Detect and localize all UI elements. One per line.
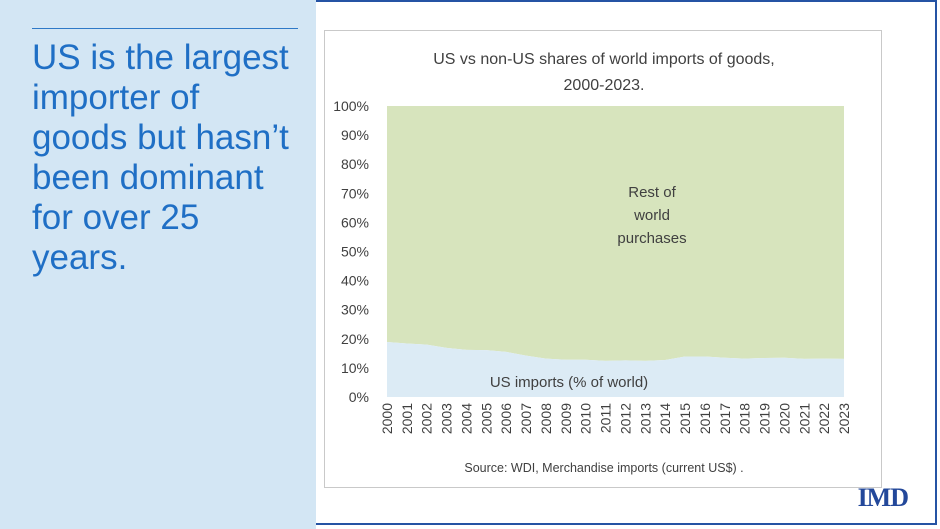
x-tick-label: 2010 (578, 403, 594, 434)
imd-logo: IMD (857, 483, 909, 512)
x-tick-label: 2019 (757, 403, 773, 434)
rest-label-line1: Rest of (628, 184, 676, 201)
chart-source: Source: WDI, Merchandise imports (curren… (464, 461, 743, 475)
x-tick-label: 2011 (598, 403, 614, 433)
x-tick-label: 2001 (399, 403, 415, 434)
y-tick-label: 60% (341, 214, 369, 230)
x-tick-label: 2004 (458, 403, 474, 434)
x-tick-label: 2020 (776, 403, 792, 434)
y-tick-label: 0% (349, 389, 369, 405)
y-tick-label: 90% (341, 127, 369, 143)
x-tick-label: 2023 (836, 403, 852, 434)
rest-of-world-area (387, 106, 844, 361)
x-tick-label: 2016 (697, 403, 713, 434)
x-tick-label: 2009 (558, 403, 574, 434)
rest-label-line2: world (633, 207, 670, 224)
x-tick-label: 2003 (439, 403, 455, 434)
us-area-label: US imports (% of world) (490, 374, 648, 391)
y-tick-label: 50% (341, 244, 369, 260)
x-tick-label: 2005 (478, 403, 494, 434)
x-tick-label: 2013 (637, 403, 653, 434)
left-panel: US is the largest importer of goods but … (0, 0, 316, 529)
x-tick-label: 2014 (657, 403, 673, 434)
area-chart: 0%10%20%30%40%50%60%70%80%90%100% 2000 20… (333, 51, 852, 475)
x-tick-label: 2007 (518, 403, 534, 434)
y-tick-label: 70% (341, 185, 369, 201)
x-tick-label: 2000 (379, 403, 395, 434)
title-rule (32, 28, 298, 29)
y-tick-label: 20% (341, 331, 369, 347)
y-tick-label: 10% (341, 360, 369, 376)
x-tick-label: 2021 (796, 403, 812, 434)
y-tick-label: 30% (341, 302, 369, 318)
x-tick-label: 2022 (816, 403, 832, 434)
y-tick-label: 80% (341, 156, 369, 172)
chart-title-line1: US vs non-US shares of world imports of … (433, 51, 774, 68)
headline: US is the largest importer of goods but … (32, 38, 289, 277)
chart-title-line2: 2000-2023. (564, 77, 645, 94)
x-tick-label: 2017 (717, 403, 733, 434)
rest-label-line3: purchases (617, 230, 686, 247)
y-tick-label: 100% (333, 98, 369, 114)
x-tick-label: 2002 (419, 403, 435, 434)
chart-container: 0% 10% 20% 30% 40% 50% 60% 70% 80% 90% 100% 2000 20… (324, 30, 882, 488)
x-tick-label: 2015 (677, 403, 693, 434)
x-tick-label: 2006 (498, 403, 514, 434)
x-tick-label: 2008 (538, 403, 554, 434)
right-panel-border (316, 0, 937, 525)
us-imports-area (387, 342, 844, 397)
x-tick-label: 2018 (737, 403, 753, 434)
y-tick-label: 40% (341, 273, 369, 289)
x-tick-label: 2012 (617, 403, 633, 434)
